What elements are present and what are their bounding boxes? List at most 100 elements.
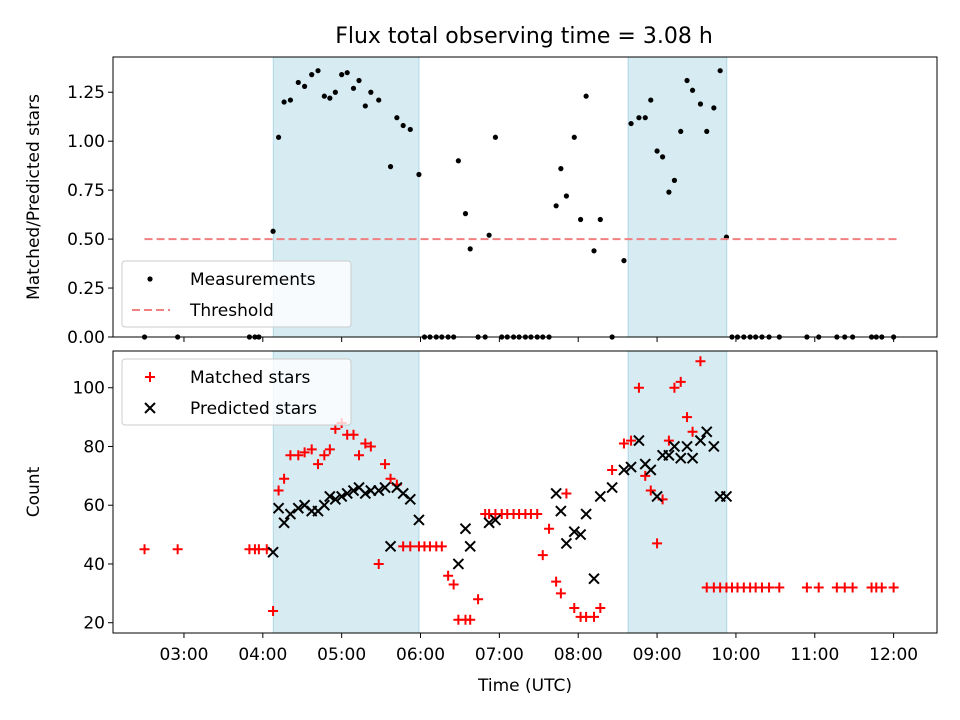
measurement-point xyxy=(711,105,717,111)
measurement-point xyxy=(327,95,333,101)
measurement-point xyxy=(597,216,603,223)
matched-stars-point xyxy=(268,605,279,616)
matched-stars-point xyxy=(473,594,484,605)
chart-title: Flux total observing time = 3.08 h xyxy=(335,24,713,49)
predicted-stars-point xyxy=(284,508,297,520)
measurement-point xyxy=(295,79,301,86)
matched-stars-point xyxy=(588,611,599,622)
predicted-stars-point xyxy=(452,558,465,570)
matched-stars-point xyxy=(561,488,572,499)
matched-stars-point xyxy=(537,550,548,561)
predicted-stars-point xyxy=(483,517,495,529)
legend-label: Measurements xyxy=(190,270,316,290)
matched-stars-point xyxy=(544,523,555,534)
measurement-point xyxy=(416,171,422,178)
matched-stars-point xyxy=(365,441,376,452)
x-tick-label: 04:00 xyxy=(238,645,287,665)
measurement-point xyxy=(350,85,357,91)
x-tick-label: 11:00 xyxy=(790,645,839,665)
x-tick-label: 06:00 xyxy=(396,645,445,665)
measurement-point xyxy=(642,115,648,121)
y-tick-label: 0.25 xyxy=(67,279,105,299)
predicted-stars-point xyxy=(675,452,687,464)
predicted-stars-point xyxy=(489,514,502,526)
predicted-stars-point xyxy=(347,484,360,497)
legend-label: Predicted stars xyxy=(190,399,317,419)
matched-stars-point xyxy=(279,473,290,484)
matched-stars-point xyxy=(385,473,396,484)
measurement-point xyxy=(315,68,321,74)
x-axis-label: Time (UTC) xyxy=(477,676,572,696)
predicted-stars-point xyxy=(708,440,720,453)
predicted-stars-point xyxy=(464,540,476,553)
predicted-stars-point xyxy=(278,517,290,529)
predicted-stars-point xyxy=(606,481,618,494)
measurement-point xyxy=(455,158,461,164)
legend: Measurements Threshold xyxy=(121,260,352,328)
measurement-point xyxy=(332,89,338,95)
measurement-point xyxy=(356,77,362,84)
y-tick-label: 20 xyxy=(83,614,105,634)
measurement-point xyxy=(462,211,469,217)
measurement-point xyxy=(281,99,287,105)
predicted-stars-point xyxy=(324,490,336,503)
matched-stars-point xyxy=(847,582,858,593)
predicted-stars-point xyxy=(373,484,385,497)
measurement-point xyxy=(362,103,368,109)
matched-stars-point xyxy=(172,544,183,555)
predicted-stars-point xyxy=(694,434,707,447)
legend-measurement-swatch xyxy=(147,276,153,282)
measurement-point xyxy=(654,148,660,154)
predicted-stars-point xyxy=(701,426,713,438)
matched-stars-point xyxy=(319,450,330,461)
predicted-stars-point xyxy=(668,440,681,453)
measurement-point xyxy=(571,134,577,140)
matched-stars-point xyxy=(465,614,476,625)
matched-stars-point xyxy=(764,582,775,593)
matched-stars-point xyxy=(687,426,698,437)
measurement-point xyxy=(376,97,382,103)
measurement-point xyxy=(678,128,684,135)
legend-predicted-swatch xyxy=(144,402,156,414)
predicted-stars-point xyxy=(459,523,472,535)
matched-stars-point xyxy=(607,464,618,475)
predicted-stars-point xyxy=(651,490,663,503)
top-panel: 0.00 0.25 0.50 0.75 1.00 1.25 Matched/Predicte… xyxy=(24,56,938,348)
predicted-stars-point xyxy=(267,546,279,558)
measurement-point xyxy=(717,68,723,74)
matched-stars-point xyxy=(618,438,629,449)
y-tick-label: 1.25 xyxy=(67,83,105,103)
predicted-stars-point xyxy=(618,464,630,476)
predicted-stars-point xyxy=(384,540,397,553)
matched-stars-point xyxy=(360,438,371,449)
matched-stars-point xyxy=(324,444,335,455)
measurement-point xyxy=(302,83,308,89)
x-tick-label: 07:00 xyxy=(475,645,524,665)
measurement-point xyxy=(492,134,499,140)
measurement-point xyxy=(339,72,345,78)
measurement-point xyxy=(407,126,413,133)
matched-stars-point xyxy=(645,485,656,496)
matched-stars-point xyxy=(405,541,416,552)
matched-stars-point xyxy=(675,376,686,387)
matched-stars-point xyxy=(348,429,359,440)
matched-stars-point xyxy=(682,412,693,423)
measurement-point xyxy=(621,258,627,264)
y-tick-label: 1.00 xyxy=(67,132,105,152)
legend-box xyxy=(121,358,352,426)
matched-stars-point xyxy=(669,382,680,393)
y-tick-label: 40 xyxy=(83,555,105,575)
x-tick-label: 09:00 xyxy=(633,645,682,665)
y-tick-label: 0.50 xyxy=(67,230,105,250)
predicted-stars-point xyxy=(663,449,675,461)
matched-stars-point xyxy=(354,450,365,461)
matched-stars-point xyxy=(663,435,674,446)
measurement-point xyxy=(704,128,710,135)
measurement-point xyxy=(344,70,350,76)
measurement-point xyxy=(270,228,276,234)
predicted-stars-point xyxy=(580,508,592,520)
measurement-point xyxy=(486,232,492,238)
matched-stars-point xyxy=(273,485,284,496)
matched-stars-point xyxy=(306,444,317,455)
